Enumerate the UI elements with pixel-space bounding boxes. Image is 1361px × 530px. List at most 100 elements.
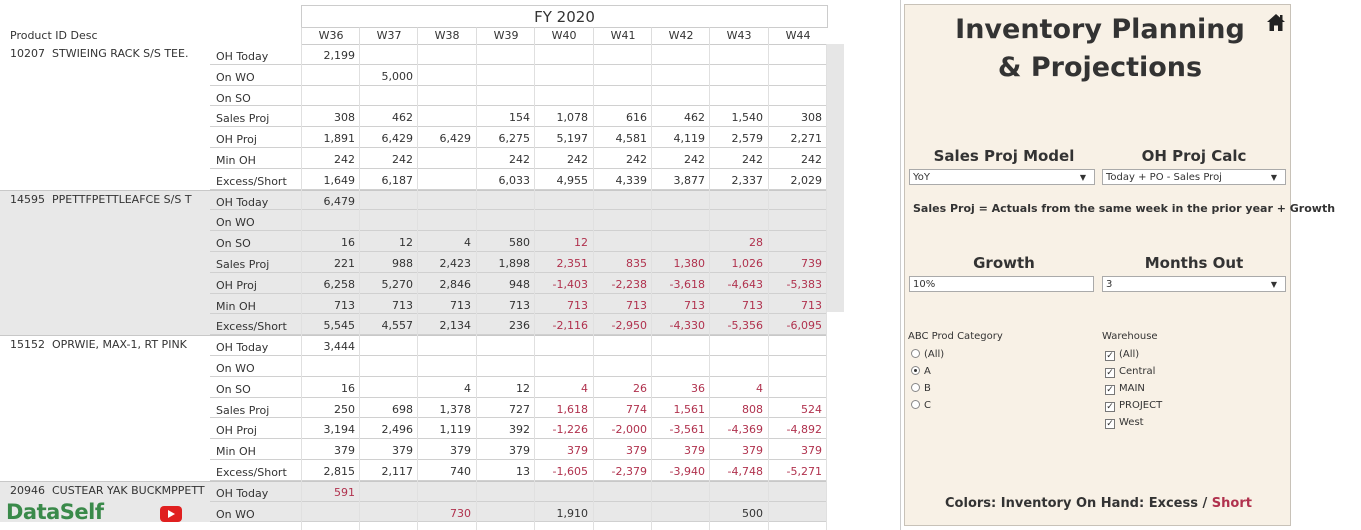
data-cell: 2,134 xyxy=(439,319,472,333)
control-panel: Inventory Planning & Projections Sales P… xyxy=(904,4,1335,526)
data-cell: 4 xyxy=(464,381,471,395)
warehouse-option[interactable]: ✓ MAIN xyxy=(1105,382,1145,396)
data-cell: 988 xyxy=(392,257,413,270)
measure-label: On WO xyxy=(216,507,255,521)
row-separator xyxy=(210,313,826,315)
data-cell: 2,496 xyxy=(381,423,414,437)
data-cell: 242 xyxy=(567,153,588,166)
week-header: W40 xyxy=(534,27,593,45)
caret-down-icon: ▼ xyxy=(1079,173,1086,182)
table-row: Min OH 713 713 713 713 713 713 713 713 713 xyxy=(0,293,826,315)
data-cell: 12 xyxy=(516,381,530,395)
radio-icon[interactable] xyxy=(911,400,920,409)
data-cell: 774 xyxy=(626,402,647,416)
warehouse-option[interactable]: ✓ Central xyxy=(1105,365,1155,379)
grid-line xyxy=(593,44,594,530)
warehouse-option-label: PROJECT xyxy=(1119,400,1163,411)
row-separator xyxy=(210,271,826,273)
week-header: W42 xyxy=(651,27,710,45)
row-separator xyxy=(210,334,826,336)
legend-text: Colors: Inventory On Hand: Excess / xyxy=(945,496,1212,511)
abc-option[interactable]: B xyxy=(911,382,931,396)
data-cell: -3,940 xyxy=(669,465,705,478)
sales-proj-model-dropdown[interactable]: YoY ▼ xyxy=(909,169,1095,185)
dashboard-title: Inventory Planning & Projections xyxy=(905,11,1295,87)
grid-line xyxy=(709,44,710,530)
data-cell: 5,270 xyxy=(381,277,414,291)
grid-line xyxy=(651,44,652,530)
legend-short: Short xyxy=(1211,496,1252,511)
home-icon[interactable] xyxy=(1265,12,1287,34)
months-out-dropdown[interactable]: 3 ▼ xyxy=(1102,276,1286,292)
checkbox-icon[interactable]: ✓ xyxy=(1105,402,1115,412)
table-row: Excess/Short 1,649 6,187 6,033 4,955 4,339 3,8… xyxy=(0,169,826,190)
data-cell: 1,898 xyxy=(498,257,531,270)
warehouse-option[interactable]: ✓ PROJECT xyxy=(1105,399,1162,413)
data-cell: 308 xyxy=(334,111,355,125)
checkbox-icon[interactable]: ✓ xyxy=(1105,419,1115,429)
crosstab-view[interactable]: FY 2020 Product ID Desc W36 W37 W38 W39 W40 W… xyxy=(0,0,901,530)
data-cell: -2,950 xyxy=(611,319,647,333)
data-cell: 1,910 xyxy=(556,506,589,520)
warehouse-option[interactable]: ✓ (All) xyxy=(1105,348,1139,362)
data-cell: 4 xyxy=(756,381,763,395)
radio-icon[interactable] xyxy=(911,366,920,375)
vertical-scrollbar[interactable] xyxy=(827,44,844,312)
row-separator xyxy=(210,146,826,148)
data-cell: 948 xyxy=(509,277,530,291)
data-cell: 308 xyxy=(801,111,822,125)
data-cell: 4,339 xyxy=(615,173,648,187)
table-row: Sales Proj 221 988 2,423 1,898 2,351 835 1,380 1… xyxy=(0,252,826,273)
data-cell: -3,618 xyxy=(669,277,705,291)
data-cell: 392 xyxy=(509,423,530,437)
data-cell: -4,748 xyxy=(727,465,763,478)
data-cell: 12 xyxy=(574,236,588,250)
table-row: On WO 730 1,910 500 xyxy=(0,501,826,523)
data-cell: 5,545 xyxy=(323,319,356,333)
data-cell: 4,557 xyxy=(381,319,414,333)
grid-line xyxy=(476,44,477,530)
dataself-logo: DataSelf xyxy=(6,500,104,524)
data-cell: 6,479 xyxy=(323,194,356,208)
data-cell: 379 xyxy=(334,444,355,458)
data-cell: 6,033 xyxy=(498,173,531,187)
warehouse-option-label: (All) xyxy=(1119,349,1140,360)
data-cell: 16 xyxy=(341,381,355,395)
oh-proj-calc-dropdown[interactable]: Today + PO - Sales Proj ▼ xyxy=(1102,169,1286,185)
growth-input[interactable]: 10% xyxy=(909,276,1094,292)
warehouse-option-label: Central xyxy=(1119,366,1156,377)
row-separator xyxy=(210,230,826,232)
data-cell: 250 xyxy=(334,402,355,416)
data-cell: 713 xyxy=(392,298,413,312)
measure-label: OH Proj xyxy=(216,278,257,292)
data-cell: 16 xyxy=(341,236,355,250)
data-cell: 6,429 xyxy=(381,132,414,146)
table-row: Sales Proj 250 698 1,378 727 1,618 774 1,561 808… xyxy=(0,398,826,419)
checkbox-icon[interactable]: ✓ xyxy=(1105,351,1115,361)
data-cell: -2,116 xyxy=(552,319,588,333)
checkbox-icon[interactable]: ✓ xyxy=(1105,385,1115,395)
growth-value: 10% xyxy=(913,279,936,290)
abc-option[interactable]: C xyxy=(911,399,931,413)
data-cell: 6,187 xyxy=(381,173,414,187)
data-cell: 2,337 xyxy=(731,173,764,187)
measure-label: Sales Proj xyxy=(216,403,270,417)
data-cell: 5,000 xyxy=(381,69,414,83)
data-cell: 379 xyxy=(450,444,471,458)
measure-label: OH Today xyxy=(216,195,269,209)
data-cell: 2,199 xyxy=(323,49,356,62)
row-separator xyxy=(210,250,826,252)
data-cell: 462 xyxy=(684,111,705,125)
youtube-icon[interactable] xyxy=(160,506,182,522)
abc-option[interactable]: (All) xyxy=(911,348,944,362)
radio-icon[interactable] xyxy=(911,383,920,392)
checkbox-icon[interactable]: ✓ xyxy=(1105,368,1115,378)
warehouse-option[interactable]: ✓ West xyxy=(1105,416,1144,430)
measure-label: On SO xyxy=(216,382,251,396)
title-line-1: Inventory Planning xyxy=(955,14,1245,45)
data-cell: 2,423 xyxy=(439,257,472,270)
data-cell: 28 xyxy=(749,236,763,250)
abc-option[interactable]: A xyxy=(911,365,931,379)
radio-icon[interactable] xyxy=(911,349,920,358)
data-cell: 379 xyxy=(801,444,822,458)
